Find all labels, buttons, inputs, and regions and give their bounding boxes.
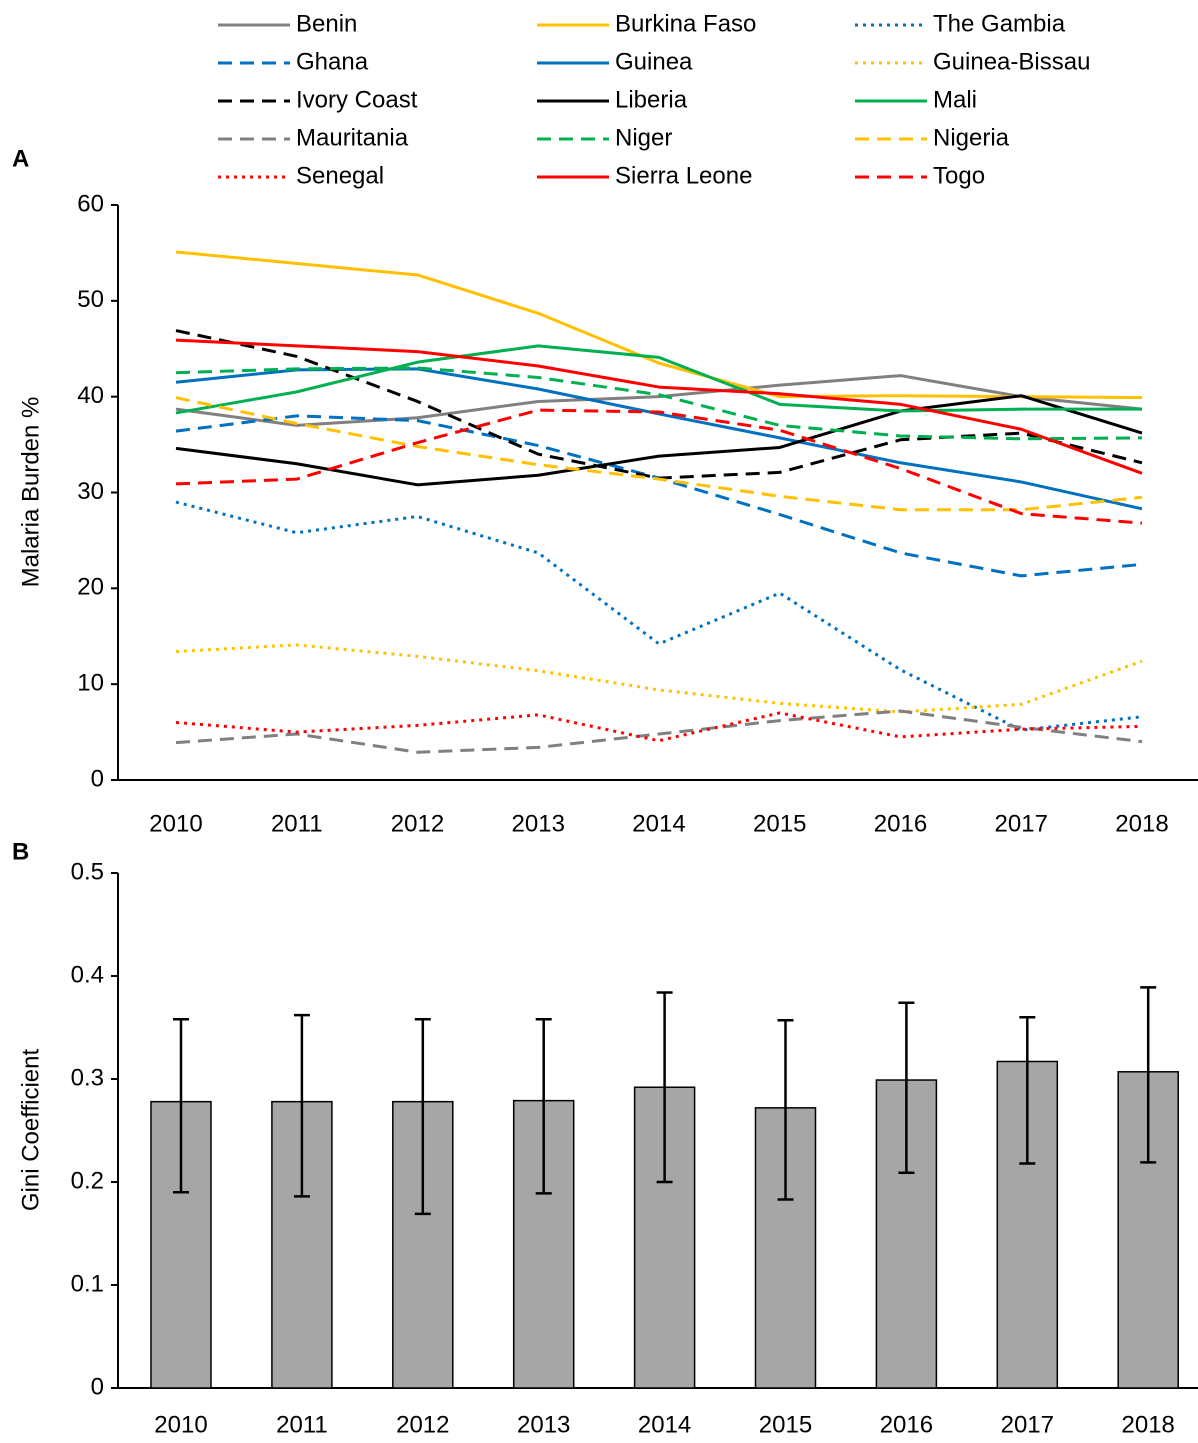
error-bar xyxy=(1140,986,1157,1164)
legend-label: Senegal xyxy=(296,162,384,189)
x-tick-label: 2014 xyxy=(632,810,685,837)
legend-label: Nigeria xyxy=(933,124,1010,151)
legend-label: Togo xyxy=(933,162,985,189)
error-bar xyxy=(656,991,673,1184)
series-line xyxy=(175,366,1143,441)
legend-label: Guinea xyxy=(615,48,693,75)
series-line xyxy=(175,344,1142,415)
panel-label: B xyxy=(12,838,29,865)
y-axis-title: Gini Coefficient xyxy=(17,1049,44,1212)
x-tick-label: 2015 xyxy=(759,1411,812,1438)
y-tick-label: 0.4 xyxy=(71,961,104,988)
y-tick-label: 0.5 xyxy=(71,858,104,885)
y-tick-label: 0 xyxy=(91,1373,104,1400)
y-tick-label: 40 xyxy=(77,382,104,409)
series-line xyxy=(175,414,1143,578)
legend-label: Guinea-Bissau xyxy=(933,48,1090,75)
x-tick-label: 2016 xyxy=(874,810,927,837)
x-tick-label: 2012 xyxy=(391,810,444,837)
y-tick-label: 0.2 xyxy=(71,1167,104,1194)
series-line xyxy=(175,709,1143,754)
legend-label: Sierra Leone xyxy=(615,162,752,189)
legend-label: Ghana xyxy=(296,48,369,75)
y-tick-label: 0.3 xyxy=(71,1064,104,1091)
series-line xyxy=(175,338,1143,475)
y-tick-label: 0 xyxy=(91,765,104,792)
y-tick-label: 0.1 xyxy=(71,1270,104,1297)
x-tick-label: 2017 xyxy=(995,810,1048,837)
x-tick-label: 2013 xyxy=(517,1411,570,1438)
error-bar xyxy=(535,1018,552,1195)
x-tick-label: 2017 xyxy=(1001,1411,1054,1438)
series-line xyxy=(175,250,1143,400)
x-tick-label: 2015 xyxy=(753,810,806,837)
series-line xyxy=(175,408,1143,525)
legend-label: Mauritania xyxy=(296,124,409,151)
series-line xyxy=(175,396,1143,512)
x-tick-label: 2011 xyxy=(271,810,323,837)
panel-label: A xyxy=(12,145,29,172)
x-tick-label: 2010 xyxy=(154,1411,207,1438)
x-tick-label: 2012 xyxy=(396,1411,449,1438)
error-bar xyxy=(414,1018,431,1216)
series-line xyxy=(175,643,1143,714)
x-tick-label: 2018 xyxy=(1115,810,1168,837)
legend-label: The Gambia xyxy=(933,10,1066,37)
series-line xyxy=(175,500,1143,732)
y-tick-label: 30 xyxy=(77,478,104,505)
legend-label: Ivory Coast xyxy=(296,86,418,113)
legend-label: Niger xyxy=(615,124,672,151)
error-bar xyxy=(898,1001,915,1174)
y-tick-label: 60 xyxy=(77,190,104,217)
x-tick-label: 2010 xyxy=(149,810,202,837)
y-tick-label: 50 xyxy=(77,286,104,313)
x-tick-label: 2018 xyxy=(1122,1411,1175,1438)
legend-label: Mali xyxy=(933,86,977,113)
y-axis-title: Malaria Burden % xyxy=(17,397,44,588)
legend-label: Liberia xyxy=(615,86,688,113)
x-tick-label: 2014 xyxy=(638,1411,691,1438)
series-line xyxy=(175,374,1143,427)
error-bar xyxy=(173,1018,189,1194)
y-tick-label: 10 xyxy=(77,670,104,697)
y-tick-label: 20 xyxy=(77,574,104,601)
legend-label: Burkina Faso xyxy=(615,10,756,37)
x-tick-label: 2013 xyxy=(512,810,565,837)
series-line xyxy=(175,394,1143,487)
error-bar xyxy=(1019,1015,1036,1165)
x-tick-label: 2016 xyxy=(880,1411,933,1438)
series-line xyxy=(175,711,1143,743)
x-tick-label: 2011 xyxy=(276,1411,328,1438)
error-bar xyxy=(777,1019,794,1201)
legend-label: Benin xyxy=(296,10,357,37)
error-bar xyxy=(293,1013,310,1198)
